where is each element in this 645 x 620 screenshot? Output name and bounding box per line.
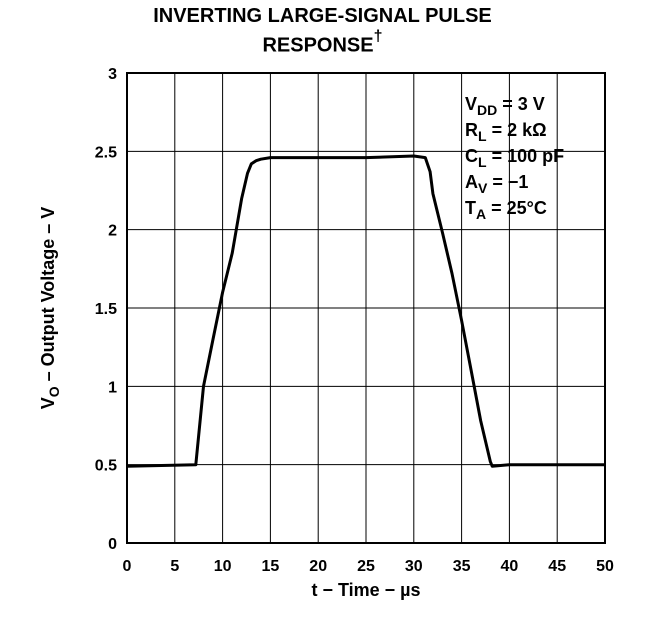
chart-title-line2-text: RESPONSE [262, 34, 374, 57]
chart-title: INVERTING LARGE-SIGNAL PULSE RESPONSE† [0, 4, 645, 58]
y-tick-label: 2 [108, 223, 117, 240]
x-tick-label: 10 [214, 558, 232, 575]
condition-subscript: L [478, 128, 487, 144]
condition-subscript: L [478, 154, 487, 170]
y-tick-labels: 0 0.5 1 1.5 2 2.5 3 [95, 66, 117, 553]
x-tick-label: 40 [501, 558, 519, 575]
condition-line: AV = −1 [465, 172, 528, 196]
dagger-mark: † [373, 28, 383, 45]
y-tick-label: 2.5 [95, 144, 117, 161]
condition-value: = 3 V [497, 94, 545, 114]
condition-line: CL = 100 pF [465, 146, 564, 170]
grid [126, 72, 606, 544]
y-tick-label: 1 [108, 379, 117, 396]
x-axis-label: t − Time − µs [311, 580, 420, 600]
y-axis-label-sub: O [46, 386, 62, 397]
y-axis-label-rest: – Output Voltage – V [38, 207, 58, 387]
y-tick-label: 3 [108, 66, 117, 83]
chart-title-line2: RESPONSE† [0, 28, 645, 58]
condition-value: = 100 pF [487, 146, 565, 166]
condition-symbol: V [465, 94, 477, 114]
condition-value: = −1 [487, 172, 528, 192]
condition-line: TA = 25°C [465, 198, 547, 222]
plot-frame [126, 72, 606, 544]
x-tick-label: 45 [548, 558, 566, 575]
y-tick-label: 1.5 [95, 301, 117, 318]
x-tick-label: 25 [357, 558, 375, 575]
condition-symbol: T [465, 198, 476, 218]
y-axis-label: VO – Output Voltage – V [38, 207, 62, 410]
x-tick-label: 20 [309, 558, 327, 575]
condition-line: RL = 2 kΩ [465, 120, 547, 144]
condition-subscript: DD [477, 102, 497, 118]
condition-value: = 25°C [486, 198, 547, 218]
x-tick-label: 15 [262, 558, 280, 575]
x-tick-label: 30 [405, 558, 423, 575]
y-tick-label: 0 [108, 536, 117, 553]
condition-symbol: R [465, 120, 478, 140]
condition-value: = 2 kΩ [487, 120, 547, 140]
x-tick-label: 5 [170, 558, 179, 575]
series-line-vo [126, 154, 605, 468]
y-axis-label-main: V [38, 397, 58, 409]
condition-line: VDD = 3 V [465, 94, 545, 118]
condition-subscript: A [476, 206, 486, 222]
condition-symbol: C [465, 146, 478, 166]
x-tick-label: 0 [123, 558, 132, 575]
x-tick-label: 35 [453, 558, 471, 575]
condition-subscript: V [478, 180, 488, 196]
y-tick-label: 0.5 [95, 458, 117, 475]
x-tick-label: 50 [596, 558, 614, 575]
condition-symbol: A [465, 172, 478, 192]
chart-title-line1: INVERTING LARGE-SIGNAL PULSE [153, 5, 492, 27]
x-tick-labels: 0 5 10 15 20 25 30 35 40 45 50 [123, 558, 614, 575]
